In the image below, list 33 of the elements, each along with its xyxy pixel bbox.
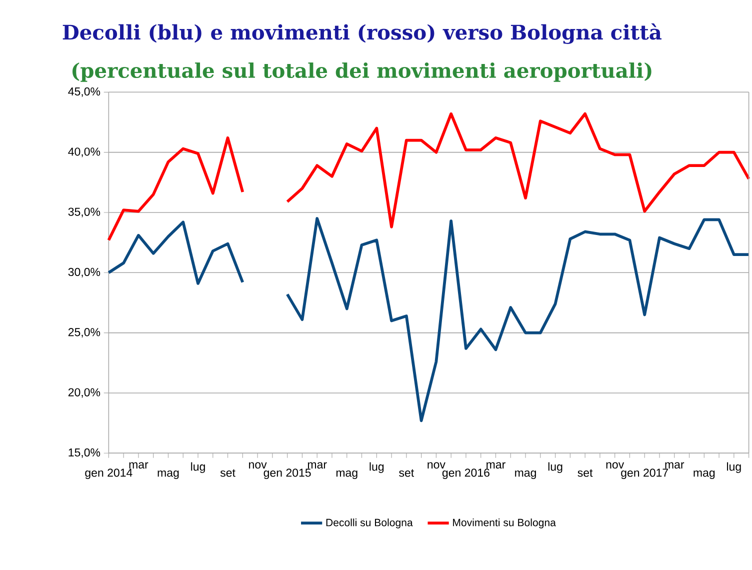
y-tick-label: 30,0% bbox=[68, 268, 100, 278]
y-tick-label: 20,0% bbox=[68, 388, 100, 398]
legend-label: Movimenti su Bologna bbox=[453, 518, 556, 528]
x-tick-label: lug bbox=[370, 462, 384, 474]
y-tick-label: 25,0% bbox=[68, 328, 100, 338]
y-tick-label: 15,0% bbox=[68, 448, 100, 458]
x-tick-label: set bbox=[578, 469, 593, 477]
x-tick-label: set bbox=[399, 469, 414, 477]
x-tick-label: gen 2017 bbox=[621, 468, 668, 480]
y-tick-label: 40,0% bbox=[68, 148, 100, 158]
x-tick-label: lug bbox=[548, 462, 562, 474]
x-tick-label: lug bbox=[727, 462, 741, 474]
x-tick-label: mar bbox=[129, 462, 148, 469]
x-tick-label: nov bbox=[249, 462, 267, 469]
chart-title: Decolli (blu) e movimenti (rosso) verso Bologna città bbox=[62, 23, 662, 44]
x-tick-label: mar bbox=[308, 462, 327, 469]
y-tick-label: 45,0% bbox=[68, 87, 100, 97]
x-tick-label: mag bbox=[158, 470, 179, 480]
legend-label: Decolli su Bologna bbox=[326, 518, 413, 528]
x-tick-label: mag bbox=[336, 470, 358, 480]
x-tick-label: mar bbox=[486, 462, 506, 469]
x-tick-label: mag bbox=[694, 470, 715, 480]
x-tick-label: set bbox=[220, 469, 236, 477]
x-tick-label: mar bbox=[665, 462, 684, 469]
x-tick-label: lug bbox=[191, 462, 205, 474]
y-tick-label: 35,0% bbox=[68, 208, 100, 218]
x-tick-label: mag bbox=[515, 470, 536, 480]
x-tick-label: nov bbox=[428, 462, 446, 469]
x-tick-label: gen 2016 bbox=[442, 468, 490, 480]
x-tick-label: gen 2014 bbox=[85, 468, 132, 480]
x-tick-label: nov bbox=[606, 462, 624, 469]
x-tick-label: gen 2015 bbox=[264, 468, 311, 480]
chart-subtitle: (percentuale sul totale dei movimenti aeroportuali) bbox=[72, 62, 652, 82]
